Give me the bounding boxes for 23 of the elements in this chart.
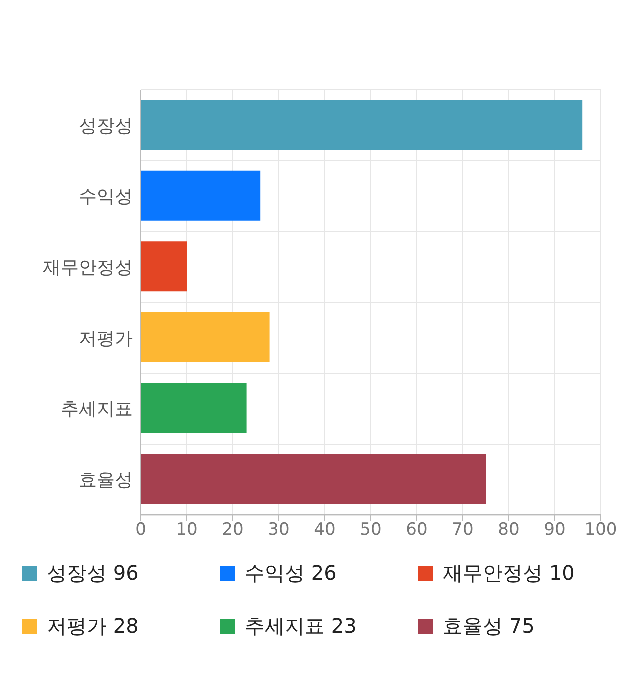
y-tick-label: 효율성 xyxy=(79,470,133,491)
y-tick-label: 재무안정성 xyxy=(43,257,133,278)
y-tick-label: 수익성 xyxy=(79,186,133,208)
y-tick-label: 저평가 xyxy=(79,328,133,350)
legend-label: 수익성 26 xyxy=(245,560,337,587)
legend-label: 성장성 96 xyxy=(47,560,139,587)
x-tick-label: 40 xyxy=(314,520,336,540)
legend-label: 추세지표 23 xyxy=(245,613,357,640)
x-tick-label: 50 xyxy=(360,520,382,540)
x-tick-label: 10 xyxy=(176,520,198,540)
y-tick-label: 성장성 xyxy=(79,116,133,137)
legend-label: 효율성 75 xyxy=(443,613,535,640)
x-tick-label: 20 xyxy=(222,520,244,540)
x-tick-label: 100 xyxy=(584,520,618,540)
x-tick-label: 60 xyxy=(406,520,428,540)
x-tick-label: 70 xyxy=(452,520,474,540)
x-tick-label: 90 xyxy=(544,520,566,540)
legend-label: 재무안정성 10 xyxy=(443,560,575,587)
x-tick-label: 80 xyxy=(498,520,520,540)
x-tick-label: 30 xyxy=(268,520,290,540)
x-tick-label: 0 xyxy=(136,520,146,540)
legend-label: 저평가 28 xyxy=(47,613,139,640)
y-tick-label: 추세지표 xyxy=(61,399,133,420)
